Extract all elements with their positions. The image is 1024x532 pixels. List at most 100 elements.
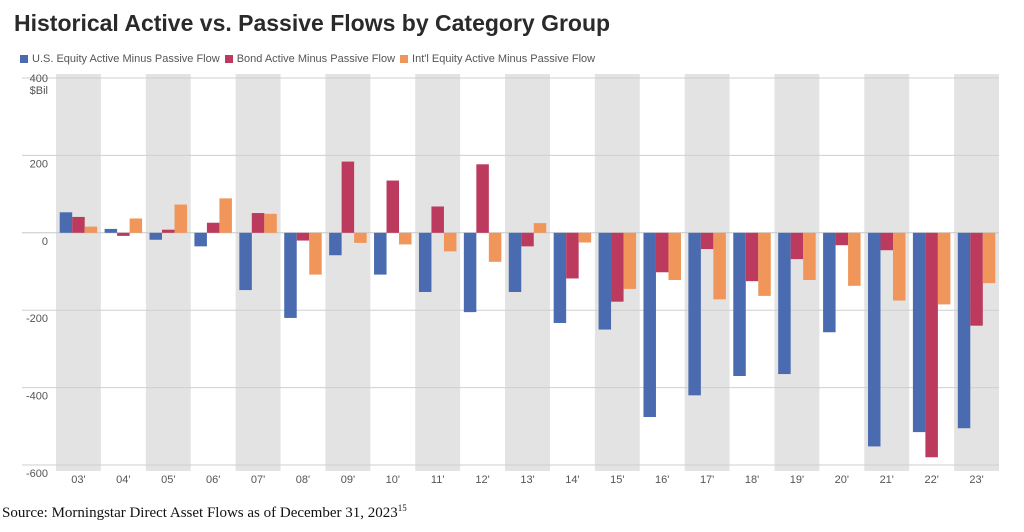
- bar-bond: [117, 232, 130, 236]
- bar-bond: [386, 180, 400, 233]
- legend-swatch-bond: [224, 55, 233, 63]
- x-tick-label: 17': [700, 474, 714, 486]
- legend-label-us-equity: U.S. Equity Active Minus Passive Flow: [32, 53, 220, 65]
- bar-bond: [566, 232, 579, 279]
- bar-chart: 400 200 0 -200 -400 -600 $Bil 03' 04' 05' 06' 07' 08…: [22, 73, 999, 486]
- bar-bond: [745, 232, 759, 282]
- source-footnote: 15: [397, 503, 407, 513]
- bar-us-equity: [194, 232, 207, 247]
- x-tick-label: 05': [161, 474, 175, 486]
- legend: U.S. Equity Active Minus Passive Flow Bo…: [20, 53, 600, 65]
- x-tick-label: 23': [969, 474, 983, 486]
- bar-intl-equity: [713, 232, 726, 300]
- bar-intl-equity: [443, 232, 457, 252]
- legend-label-bond: Bond Active Minus Passive Flow: [236, 53, 396, 65]
- y-tick-label: 400: [30, 73, 48, 85]
- bar-us-equity: [957, 232, 971, 429]
- legend-label-intl-equity: Int'l Equity Active Minus Passive Flow: [412, 53, 596, 65]
- y-tick-label: -400: [26, 391, 48, 403]
- bar-bond: [296, 232, 310, 241]
- bar-us-equity: [912, 232, 926, 433]
- bar-bond: [431, 206, 444, 233]
- bar-bond: [476, 164, 489, 233]
- x-tick-label: 19': [790, 474, 804, 486]
- bar-bond: [970, 232, 983, 326]
- bar-intl-equity: [623, 232, 637, 289]
- bar-us-equity: [284, 232, 297, 318]
- chart-title: Historical Active vs. Passive Flows by C…: [14, 10, 611, 36]
- bar-intl-equity: [174, 204, 188, 233]
- bar-bond: [790, 232, 804, 260]
- bar-bond: [341, 161, 355, 233]
- bar-bond: [835, 232, 849, 246]
- bar-intl-equity: [488, 232, 502, 262]
- bar-us-equity: [733, 232, 746, 376]
- bar-intl-equity: [533, 223, 547, 233]
- bar-intl-equity: [578, 232, 592, 243]
- bar-us-equity: [508, 232, 522, 293]
- bar-us-equity: [553, 232, 567, 323]
- y-tick-label: 200: [30, 158, 48, 170]
- x-tick-label: 11': [431, 474, 445, 486]
- axis-labels: 400 200 0 -200 -400 -600 $Bil 03' 04' 05' 06' 07' 08…: [26, 73, 984, 486]
- bar-us-equity: [823, 232, 836, 333]
- bar-us-equity: [418, 232, 432, 293]
- column-band: [56, 74, 101, 471]
- bar-intl-equity: [129, 218, 143, 233]
- legend-swatch-intl-equity: [400, 55, 409, 63]
- x-tick-label: 08': [296, 474, 310, 486]
- bar-intl-equity: [848, 232, 861, 286]
- bar-us-equity: [598, 232, 612, 330]
- y-axis-unit-label: $Bil: [30, 85, 48, 97]
- bar-intl-equity: [892, 232, 906, 301]
- bar-us-equity: [59, 212, 73, 233]
- column-band: [145, 74, 191, 471]
- y-tick-label: -600: [26, 468, 48, 480]
- legend-item-bond: Bond Active Minus Passive Flow: [224, 53, 396, 65]
- legend-swatch-us-equity: [20, 55, 28, 63]
- bar-intl-equity: [937, 232, 951, 305]
- bar-bond: [611, 232, 624, 302]
- x-tick-label: 07': [251, 474, 265, 486]
- source-text: Source: Morningstar Direct Asset Flows a…: [2, 505, 398, 521]
- x-tick-label: 21': [880, 474, 894, 486]
- legend-item-us-equity: U.S. Equity Active Minus Passive Flow: [20, 53, 220, 65]
- x-tick-label: 10': [386, 474, 400, 486]
- y-tick-label: 0: [42, 236, 48, 248]
- bars: [59, 161, 996, 458]
- bar-intl-equity: [982, 232, 996, 284]
- bar-bond: [251, 213, 265, 233]
- bar-us-equity: [778, 232, 791, 375]
- bar-bond: [880, 232, 893, 251]
- x-tick-label: 16': [655, 474, 669, 486]
- bar-bond: [655, 232, 669, 273]
- bar-intl-equity: [354, 232, 367, 243]
- bar-us-equity: [463, 232, 477, 313]
- x-tick-label: 09': [341, 474, 355, 486]
- x-tick-label: 12': [475, 474, 489, 486]
- bar-us-equity: [688, 232, 701, 396]
- bar-us-equity: [643, 232, 656, 418]
- bar-bond: [162, 229, 175, 233]
- x-tick-label: 06': [206, 474, 220, 486]
- x-tick-label: 13': [520, 474, 534, 486]
- bar-bond: [72, 216, 85, 233]
- bar-intl-equity: [668, 232, 681, 281]
- x-tick-label: 14': [565, 474, 579, 486]
- bar-intl-equity: [264, 213, 277, 233]
- x-tick-label: 22': [924, 474, 938, 486]
- y-tick-label: -200: [26, 313, 48, 325]
- bar-us-equity: [329, 232, 342, 256]
- column-band: [325, 74, 371, 471]
- x-tick-label: 04': [116, 474, 130, 486]
- bar-bond: [206, 222, 220, 233]
- x-tick-label: 15': [610, 474, 624, 486]
- bar-us-equity: [867, 232, 881, 447]
- x-tick-label: 18': [745, 474, 759, 486]
- bar-bond: [925, 232, 938, 458]
- bar-bond: [700, 232, 714, 250]
- bar-bond: [521, 232, 534, 247]
- bar-us-equity: [374, 232, 387, 275]
- bar-intl-equity: [803, 232, 816, 281]
- x-tick-label: 20': [835, 474, 849, 486]
